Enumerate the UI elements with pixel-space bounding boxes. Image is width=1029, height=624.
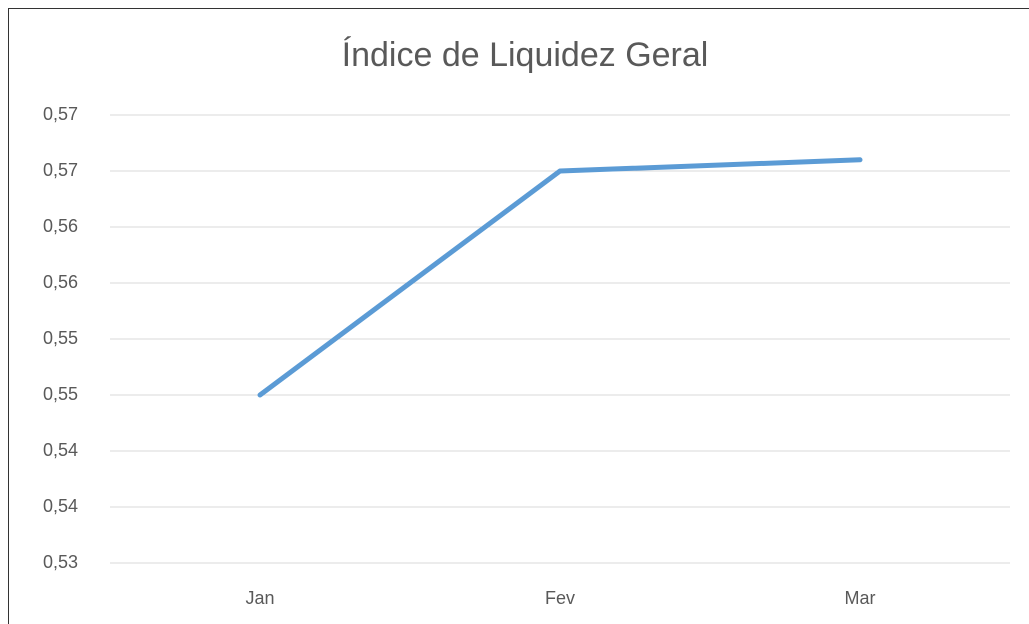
y-tick-label: 0,54 [43,496,78,516]
y-tick-label: 0,56 [43,216,78,236]
y-tick-label: 0,55 [43,328,78,348]
x-tick-label: Mar [845,588,876,608]
chart-title: Índice de Liquidez Geral [342,36,709,74]
y-tick-label: 0,53 [43,552,78,572]
y-tick-label: 0,55 [43,384,78,404]
y-tick-label: 0,56 [43,272,78,292]
chart-frame [8,8,1029,624]
data-line [257,157,863,398]
y-tick-label: 0,57 [43,104,78,124]
x-tick-label: Fev [545,588,575,608]
x-tick-label: Jan [245,588,274,608]
y-tick-label: 0,54 [43,440,78,460]
y-tick-label: 0,57 [43,160,78,180]
